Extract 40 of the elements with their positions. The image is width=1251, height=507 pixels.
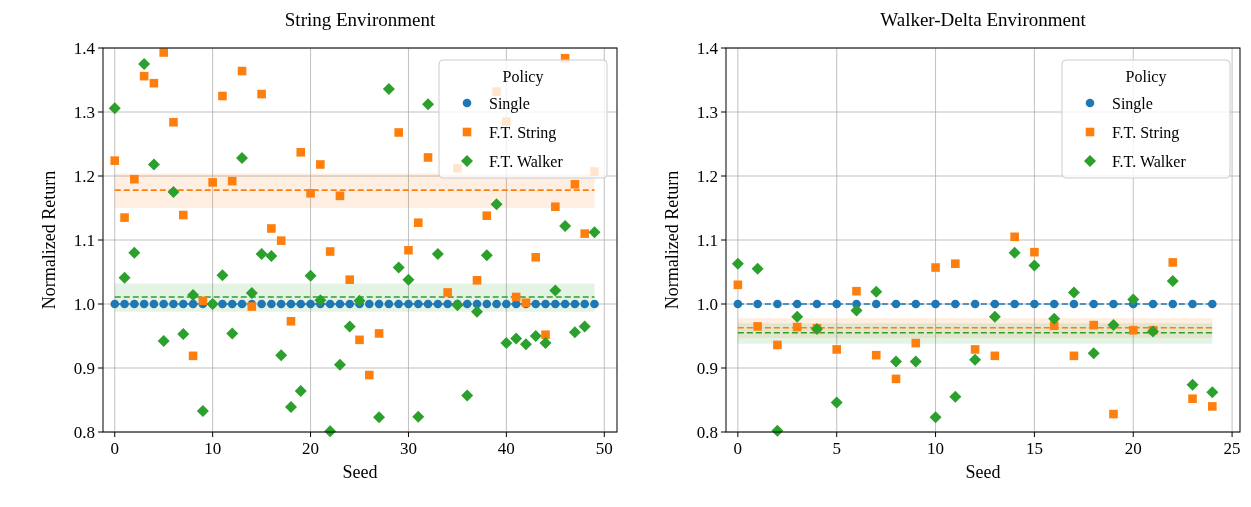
chart-title: Walker-Delta Environment bbox=[880, 9, 1087, 30]
y-tick-label: 1.1 bbox=[73, 231, 95, 250]
legend-label: F.T. String bbox=[489, 124, 557, 142]
y-axis-title: Normalized Return bbox=[39, 170, 59, 310]
y-tick-label: 1.1 bbox=[696, 231, 718, 250]
x-axis-title: Seed bbox=[342, 462, 378, 482]
x-tick-label: 0 bbox=[733, 439, 743, 458]
y-tick-label: 1.0 bbox=[696, 295, 718, 314]
chart-title: String Environment bbox=[284, 9, 436, 30]
y-tick-label: 1.2 bbox=[73, 167, 95, 186]
legend-title: Policy bbox=[1125, 68, 1167, 86]
y-axis-title: Normalized Return bbox=[662, 170, 682, 310]
y-tick-label: 1.4 bbox=[73, 39, 96, 58]
x-tick-label: 20 bbox=[1124, 439, 1142, 458]
y-tick-label: 1.4 bbox=[696, 39, 719, 58]
y-tick-label: 0.9 bbox=[696, 359, 718, 378]
legend-label: Single bbox=[1112, 95, 1153, 113]
x-tick-label: 20 bbox=[302, 439, 320, 458]
x-axis-title: Seed bbox=[965, 462, 1001, 482]
y-tick-label: 1.3 bbox=[696, 103, 718, 122]
x-tick-label: 25 bbox=[1223, 439, 1241, 458]
x-tick-label: 40 bbox=[497, 439, 515, 458]
x-tick-label: 10 bbox=[927, 439, 945, 458]
y-tick-label: 1.2 bbox=[696, 167, 718, 186]
legend-label: F.T. Walker bbox=[1112, 153, 1187, 170]
y-tick-label: 1.3 bbox=[73, 103, 95, 122]
legend-label: Single bbox=[489, 95, 530, 113]
x-tick-label: 0 bbox=[110, 439, 119, 458]
y-tick-label: 0.8 bbox=[73, 423, 95, 442]
x-tick-label: 15 bbox=[1025, 439, 1043, 458]
x-tick-label: 5 bbox=[832, 439, 841, 458]
y-tick-label: 1.0 bbox=[73, 295, 95, 314]
legend-label: F.T. Walker bbox=[489, 153, 564, 170]
legend-title: Policy bbox=[502, 68, 544, 86]
y-tick-label: 0.9 bbox=[73, 359, 95, 378]
x-tick-label: 10 bbox=[204, 439, 222, 458]
y-tick-label: 0.8 bbox=[696, 423, 718, 442]
x-tick-label: 50 bbox=[595, 439, 613, 458]
legend-label: F.T. String bbox=[1112, 124, 1180, 142]
x-tick-label: 30 bbox=[399, 439, 417, 458]
